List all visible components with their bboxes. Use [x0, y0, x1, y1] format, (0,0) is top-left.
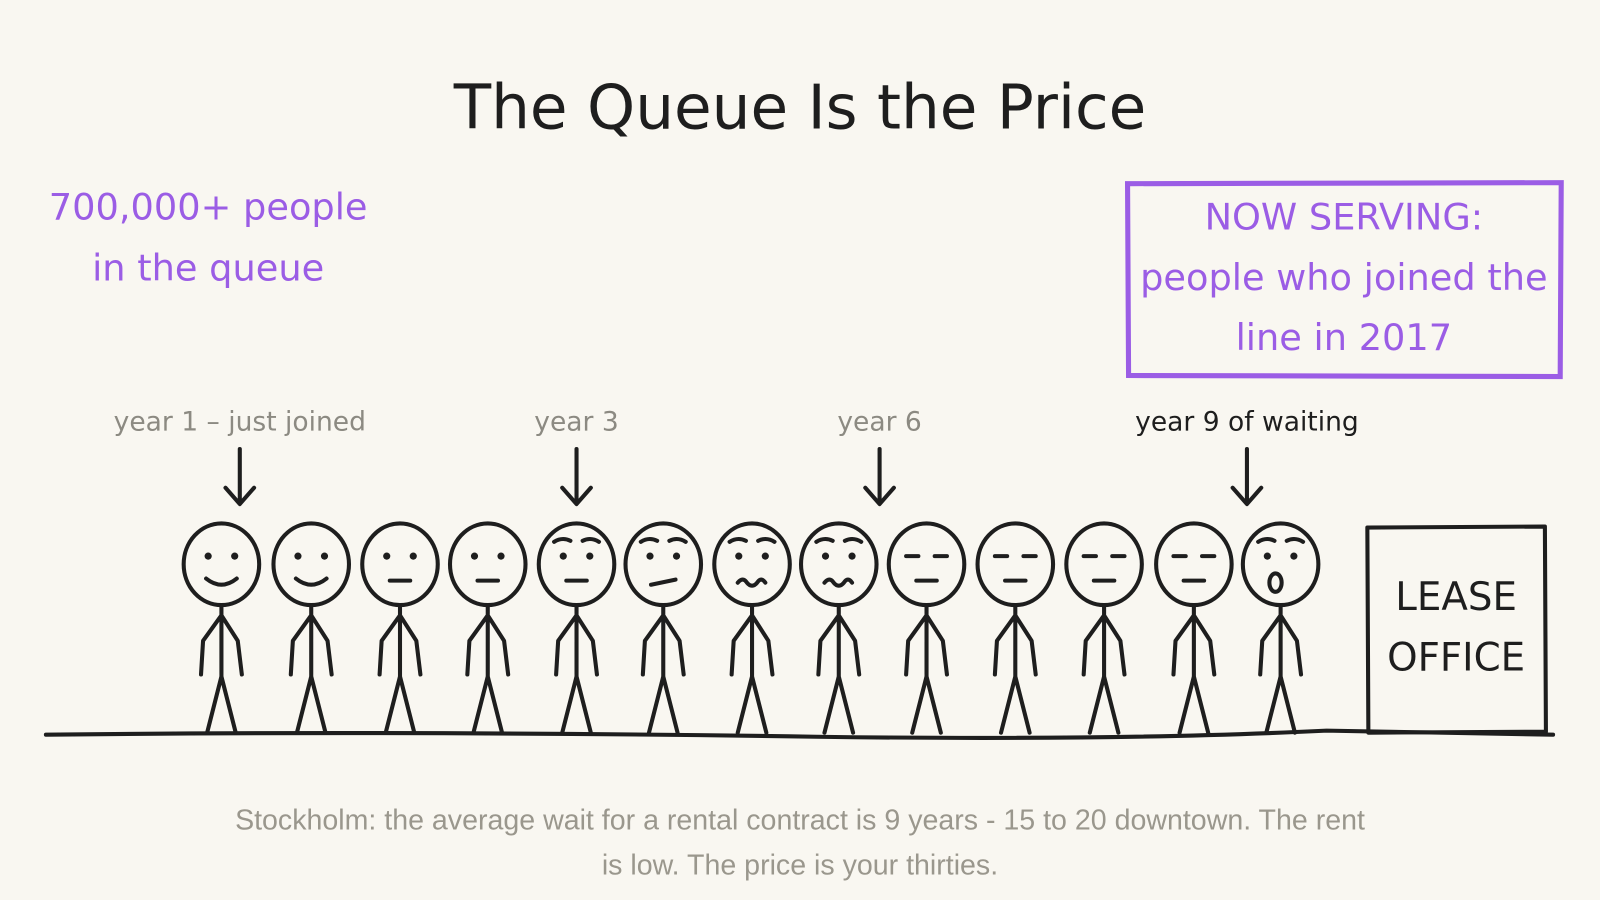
marker-label: year 3: [534, 407, 618, 438]
brows: [814, 536, 864, 544]
brows: [727, 536, 777, 544]
eye: [559, 552, 567, 560]
eye: [1290, 552, 1298, 560]
office-box: [1365, 524, 1548, 735]
body: [640, 603, 686, 735]
brows: [1256, 536, 1306, 544]
brows: [638, 536, 688, 544]
mouth: [648, 577, 678, 587]
caption: Stockholm: the average wait for a rental…: [235, 805, 1365, 837]
sign-line: people who joined the: [1140, 256, 1548, 299]
ground: [43, 728, 1556, 740]
brows: [552, 536, 602, 544]
eye: [646, 552, 654, 560]
eye: [586, 552, 594, 560]
eye: [848, 552, 856, 560]
body: [288, 603, 334, 735]
eye: [761, 552, 769, 560]
eye: [204, 552, 212, 560]
sign-box: [1124, 180, 1564, 380]
mouth: [204, 576, 239, 587]
mouth: [1267, 571, 1284, 594]
body: [377, 603, 423, 735]
mouth: [293, 576, 329, 587]
marker-label: year 6: [837, 407, 921, 438]
marker-label: year 9 of waiting: [1135, 407, 1359, 438]
body: [904, 603, 949, 735]
eye: [383, 552, 391, 560]
eye: [294, 552, 302, 560]
arrow: [223, 446, 257, 507]
body: [465, 603, 511, 735]
stat-line: 700,000+ people: [49, 185, 368, 228]
office-label: LEASE: [1395, 575, 1517, 620]
eye: [320, 552, 329, 560]
body: [1258, 603, 1304, 735]
body: [1081, 603, 1127, 735]
eye: [231, 552, 239, 560]
body: [554, 603, 599, 735]
eye: [735, 552, 743, 560]
eye: [672, 552, 681, 560]
arrow: [863, 446, 896, 507]
eye: [409, 552, 417, 560]
sign-line: NOW SERVING:: [1205, 196, 1484, 239]
marker-label: year 1 – just joined: [114, 407, 366, 438]
mouth: [735, 577, 768, 588]
office-label: OFFICE: [1387, 635, 1525, 680]
body: [1171, 603, 1217, 735]
mouth: [822, 577, 855, 588]
title: The Queue Is the Price: [453, 73, 1147, 144]
stat-line: in the queue: [92, 247, 324, 290]
body: [992, 603, 1038, 735]
sign-line: line in 2017: [1236, 316, 1453, 359]
body: [198, 603, 244, 735]
body: [816, 603, 862, 735]
eye: [1263, 552, 1271, 560]
eye: [821, 552, 830, 560]
arrow: [1230, 446, 1264, 507]
body: [729, 603, 775, 735]
eye: [497, 552, 505, 560]
caption: is low. The price is your thirties.: [602, 849, 998, 881]
eye: [470, 552, 479, 560]
arrow: [560, 446, 593, 507]
